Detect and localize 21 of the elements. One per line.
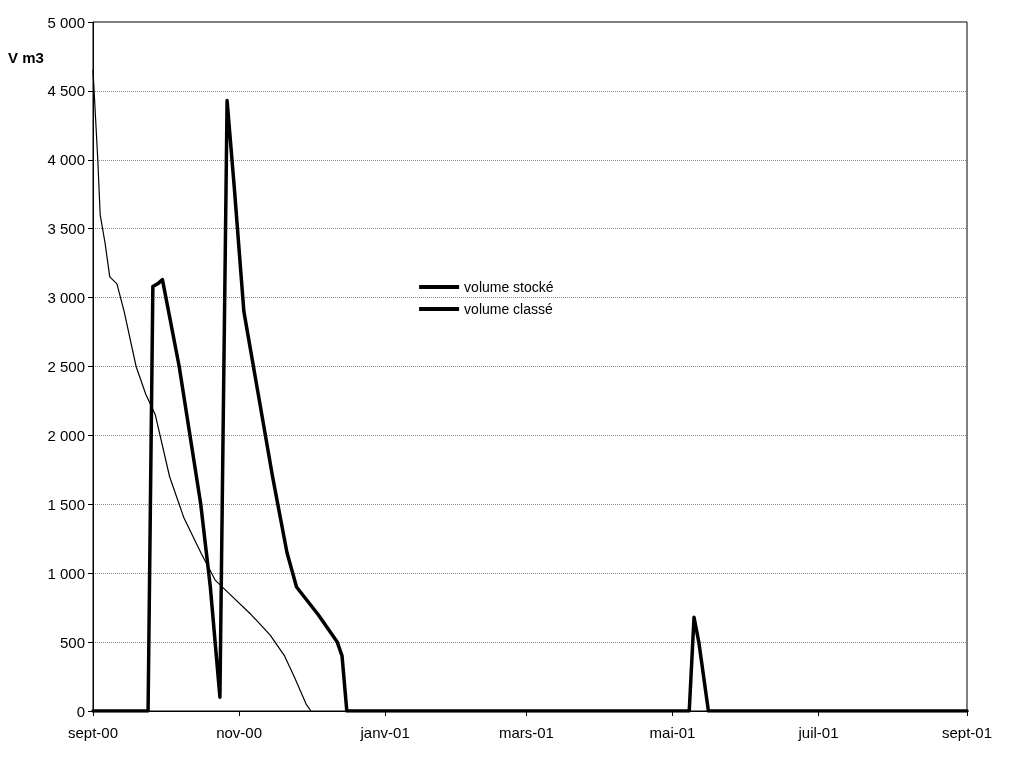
legend-label: volume classé	[464, 301, 554, 318]
y-tick-label: 2 000	[47, 426, 85, 444]
x-tick-label: juil-01	[797, 724, 839, 741]
legend-label: volume stocké	[464, 279, 554, 296]
y-tick-label: 4 000	[47, 151, 85, 169]
x-tick-label: sept-01	[941, 724, 993, 741]
y-tick-label: 3 000	[47, 289, 85, 307]
y-tick-label: 0	[76, 702, 85, 720]
y-tick-label: 5 000	[47, 13, 85, 31]
y-axis-title: V m3	[8, 49, 44, 66]
y-tick-label: 1 000	[47, 564, 85, 582]
x-tick-label: janv-01	[359, 724, 410, 741]
y-tick-label: 1 500	[47, 495, 85, 513]
x-tick-label: mars-01	[498, 724, 554, 741]
x-tick-label: sept-00	[67, 724, 119, 741]
y-tick-label: 500	[59, 633, 85, 651]
x-tick-label: nov-00	[216, 724, 262, 741]
y-tick-label: 2 500	[47, 358, 85, 375]
y-tick-label: 3 500	[47, 220, 85, 238]
y-tick-label: 4 500	[47, 82, 85, 100]
x-tick-label: mai-01	[649, 724, 696, 741]
